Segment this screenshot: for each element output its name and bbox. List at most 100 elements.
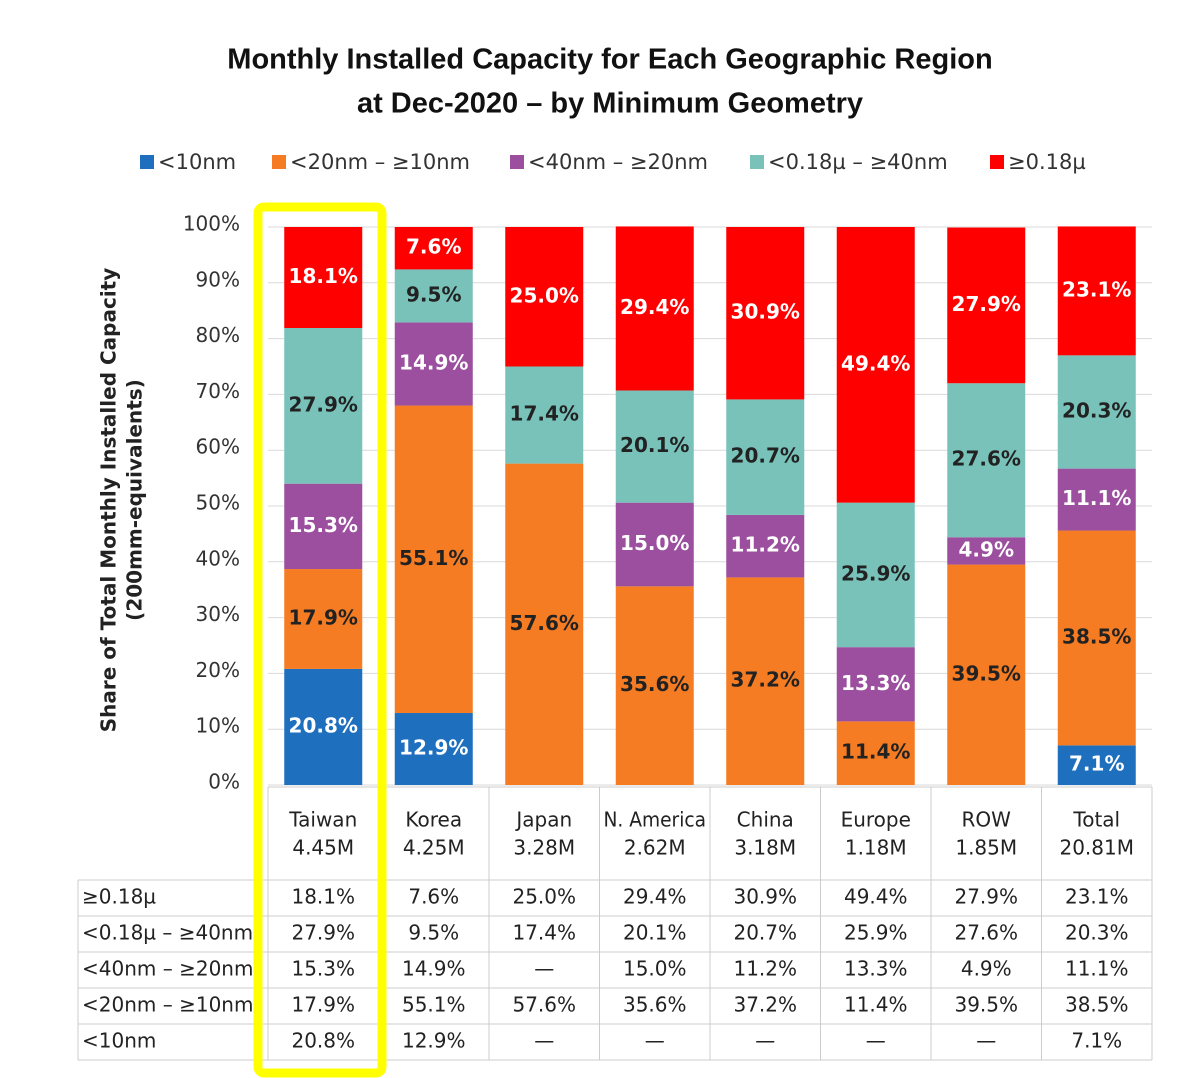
table-cell: 25.9% [844,921,908,945]
data-label: 55.1% [399,546,468,570]
table-cell: — [755,1029,775,1053]
y-tick-label: 40% [196,546,240,570]
table-cell: 49.4% [844,885,908,909]
data-label: 4.9% [959,537,1014,561]
table-cell: 15.3% [291,957,355,981]
table-cell: 20.1% [623,921,687,945]
bar-segment [505,227,584,367]
y-axis-title: Share of Total Monthly Installed Capacit… [97,268,147,733]
data-label: 23.1% [1062,277,1131,301]
table-cell: 23.1% [1065,885,1129,909]
legend-swatch [140,155,154,169]
data-label: 25.0% [510,283,579,307]
table-cell: 13.3% [844,957,908,981]
highlight-box [253,202,387,1078]
data-label: 20.8% [289,713,358,737]
category-total: 3.28M [513,836,575,860]
bar-segment [836,647,915,722]
table-cell: 14.9% [402,957,466,981]
data-label: 25.9% [841,561,910,585]
table-cell: 9.5% [408,921,459,945]
category-label: Taiwan [288,808,357,832]
data-label: 11.1% [1062,486,1131,510]
category-total: 3.18M [734,836,796,860]
bar-segment [284,668,363,785]
category-label: ROW [962,808,1012,832]
category-total: 4.25M [403,836,465,860]
legend-label: <0.18µ – ≥40nm [768,150,948,174]
bar-segment [615,390,694,503]
table-cell: — [866,1029,886,1053]
legend-label: <20nm – ≥10nm [290,150,470,174]
table-cell: 27.6% [954,921,1018,945]
data-label: 20.3% [1062,398,1131,422]
row-label: <20nm – ≥10nm [82,993,253,1017]
table-cell: 38.5% [1065,993,1129,1017]
table-cell: 20.7% [733,921,797,945]
data-label: 15.0% [620,531,689,555]
table-cell: 15.0% [623,957,687,981]
table-cell: 39.5% [954,993,1018,1017]
bar-segment [284,227,363,328]
legend-swatch [272,155,286,169]
table-cell: 30.9% [733,885,797,909]
data-label: 7.6% [406,235,461,259]
bar-segment [284,483,363,570]
bars: 0% 10% 20% 30% 40% 50% 60% 70% 80% 90% 100% <10nm <2… [140,150,1136,794]
bar-segment [615,226,694,391]
y-axis-title-line: Share of Total Monthly Installed Capacit… [97,268,121,733]
data-label: 11.2% [731,533,800,557]
table-cell: 37.2% [733,993,797,1017]
data-label: 14.9% [399,350,468,374]
table-cell: 17.9% [291,993,355,1017]
bar-segment [615,586,694,785]
legend-swatch [990,155,1004,169]
table-cell: 7.1% [1071,1029,1122,1053]
y-tick-label: 10% [196,714,240,738]
data-label: 18.1% [289,264,358,288]
category-label: Total [1072,808,1120,832]
data-label: 35.6% [620,672,689,696]
y-tick-label: 20% [196,658,240,682]
bar-segment [505,366,584,464]
table-cell: — [976,1029,996,1053]
y-tick-label: 90% [196,267,240,291]
y-tick-label: 0% [208,770,240,794]
bar-segment [1057,355,1136,469]
row-label: ≥0.18µ [82,885,156,909]
bar-segment [726,514,805,578]
y-tick-label: 80% [196,323,240,347]
bar-segment [947,227,1026,384]
table-cell: 29.4% [623,885,687,909]
legend-label: <40nm – ≥20nm [528,150,708,174]
bar-segment [947,537,1026,565]
bar-segment [947,383,1026,538]
category-label: Korea [405,808,462,832]
data-label: 39.5% [952,661,1021,685]
bar-segment [394,713,473,785]
category-label: Europe [841,808,911,832]
table-cell: — [645,1029,665,1053]
category-total: 4.45M [292,836,354,860]
table-cell: 25.0% [512,885,576,909]
table-cell: 18.1% [291,885,355,909]
category-total: 1.18M [845,836,907,860]
table-cell: 11.2% [733,957,797,981]
y-tick-label: 50% [196,491,240,515]
table-cell: 27.9% [954,885,1018,909]
data-table: Taiwan 4.45M Korea 4.25M Japan 3.28M N. Americ… [77,786,1153,1061]
legend-label: ≥0.18µ [1008,150,1086,174]
data-label: 27.6% [952,447,1021,471]
category-total: 20.81M [1059,836,1134,860]
data-label: 49.4% [841,351,910,375]
bar-segment [1057,745,1136,785]
bar-segment [836,721,915,785]
category-total: 2.62M [624,836,686,860]
data-label: 17.9% [289,605,358,629]
data-label: 38.5% [1062,624,1131,648]
y-tick-label: 70% [196,379,240,403]
y-axis-title-line: (200mm-equivalents) [123,379,147,621]
y-tick-label: 60% [196,435,240,459]
data-label: 12.9% [399,736,468,760]
